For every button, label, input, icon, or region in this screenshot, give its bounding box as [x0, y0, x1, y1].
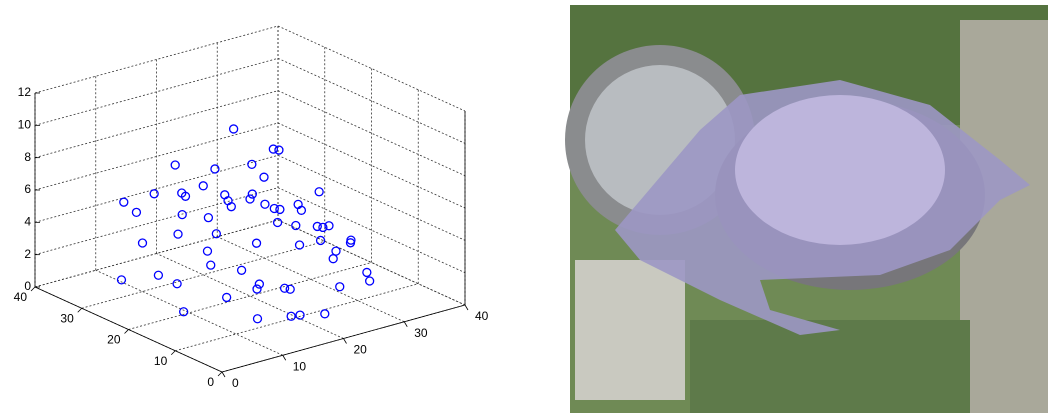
point — [332, 247, 340, 255]
tick-mark — [171, 351, 175, 355]
point — [274, 218, 282, 226]
point — [171, 161, 179, 169]
point — [211, 165, 219, 173]
page: {"chart_data": {"type": "scatter3d", "xl… — [0, 0, 1048, 413]
x-tick-label: 0 — [232, 376, 239, 390]
tick-mark — [31, 287, 35, 291]
point — [260, 173, 268, 181]
z-tick-label: 0 — [24, 279, 31, 293]
point — [154, 271, 162, 279]
point — [296, 241, 304, 249]
figure: 010203040010203040024681012 — [0, 0, 1048, 413]
tick-mark — [404, 322, 407, 327]
point — [246, 195, 254, 203]
point — [321, 310, 329, 318]
z-tick-label: 12 — [18, 85, 32, 99]
point — [313, 222, 321, 230]
x-tick-label: 10 — [293, 359, 307, 373]
point — [363, 268, 371, 276]
tick-mark — [78, 308, 82, 312]
point — [254, 315, 262, 323]
z-tick-label: 4 — [24, 215, 31, 229]
point — [270, 204, 278, 212]
y-tick-label: 10 — [154, 354, 168, 368]
tick-mark — [218, 372, 222, 376]
point — [269, 145, 277, 153]
point — [173, 280, 181, 288]
tick-mark — [222, 372, 225, 377]
point — [230, 125, 238, 133]
point — [120, 198, 128, 206]
building — [575, 260, 685, 400]
aerial-photo — [565, 5, 1048, 413]
point — [336, 283, 344, 291]
point — [253, 285, 261, 293]
y-tick-label: 30 — [60, 311, 74, 325]
point — [132, 208, 140, 216]
grid-line — [278, 58, 465, 143]
point — [286, 285, 294, 293]
x-tick-label: 30 — [414, 326, 428, 340]
tick-mark — [344, 339, 347, 344]
point — [238, 266, 246, 274]
point — [150, 190, 158, 198]
point — [315, 188, 323, 196]
mesh-top — [735, 95, 945, 245]
point — [366, 277, 374, 285]
tick-mark — [283, 355, 286, 360]
z-tick-label: 6 — [24, 182, 31, 196]
grid-line — [129, 263, 372, 330]
x-tick-label: 40 — [475, 309, 489, 323]
point — [281, 284, 289, 292]
point — [276, 205, 284, 213]
tick-mark — [465, 305, 468, 310]
point — [255, 280, 263, 288]
grid-line — [157, 254, 344, 339]
point — [253, 239, 261, 247]
z-tick-label: 2 — [24, 247, 31, 261]
point — [329, 255, 337, 263]
y-tick-label: 0 — [207, 375, 214, 389]
z-tick-label: 10 — [18, 118, 32, 132]
point — [203, 247, 211, 255]
point — [139, 239, 147, 247]
z-tick-label: 8 — [24, 150, 31, 164]
point — [296, 311, 304, 319]
point — [275, 146, 283, 154]
point — [174, 230, 182, 238]
y-tick-label: 20 — [107, 333, 121, 347]
point — [248, 160, 256, 168]
point — [223, 293, 231, 301]
point — [199, 182, 207, 190]
tick-mark — [125, 330, 129, 334]
point — [261, 200, 269, 208]
point — [207, 261, 215, 269]
lawn — [690, 320, 970, 413]
point — [204, 214, 212, 222]
point — [117, 276, 125, 284]
x-tick-label: 20 — [354, 343, 368, 357]
